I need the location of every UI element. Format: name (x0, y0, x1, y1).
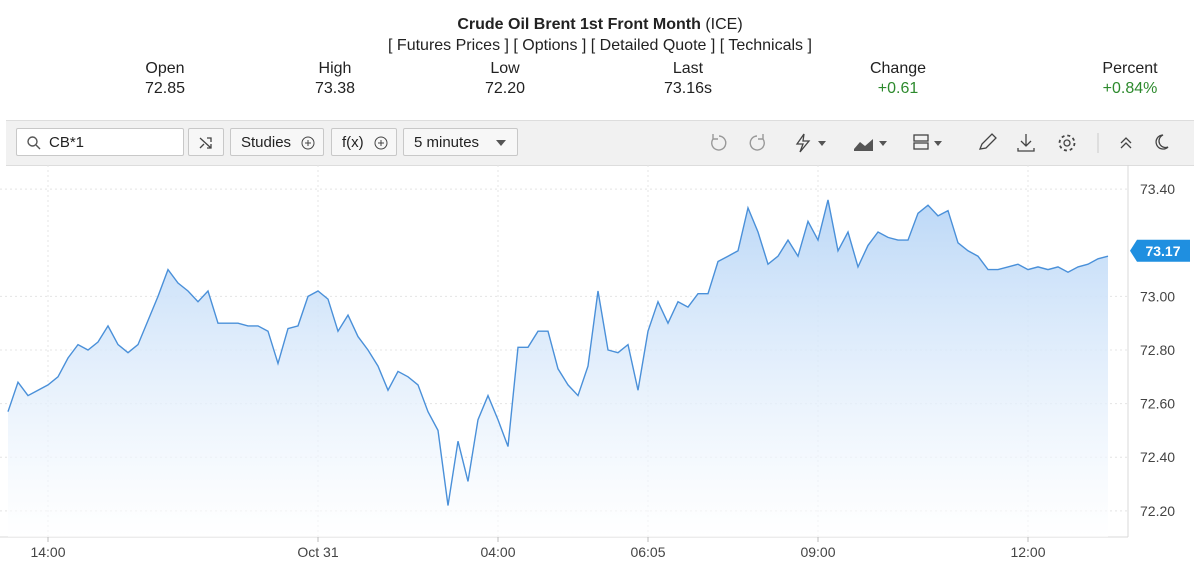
studies: Studies (241, 134, 292, 151)
quote-label: High (318, 60, 352, 77)
quote-label: Percent (1102, 60, 1158, 77)
quote-value: 73.16s (663, 80, 713, 97)
y-tick-label: 72.40 (1140, 449, 1175, 465)
x-tick-label: 09:00 (800, 544, 835, 560)
quote-high: High 73.38 (265, 59, 405, 99)
toolbar: CB*1 Studies f(x) 5 minutes (6, 120, 1194, 166)
quote-label: Last (672, 60, 704, 77)
link[interactable]: [ Futures Prices ] (388, 37, 509, 54)
quote-open: Open 72.85 (95, 59, 235, 99)
quote-last: Last 73.16s (618, 59, 758, 99)
quote-value: 72.85 (144, 80, 186, 97)
interval-button[interactable]: 5 minutes (403, 128, 518, 156)
toolbar-icons[interactable] (706, 131, 1176, 155)
quote-value: +0.84% (1102, 80, 1158, 97)
quote-label: Low (490, 60, 520, 77)
link[interactable]: [ Technicals ] (719, 37, 812, 54)
interval: 5 minutes (414, 134, 480, 151)
last-price-marker (1130, 239, 1190, 262)
plus-icon (301, 136, 315, 150)
title: Crude Oil Brent 1st Front Month (457, 16, 701, 33)
quote-value: +0.61 (877, 80, 919, 97)
symbol: CB*1 (49, 134, 85, 151)
last-price-label: 73.17 (1145, 243, 1180, 259)
area (8, 199, 1108, 537)
links: [ Futures Prices ] [ Options ] [ Detaile… (0, 37, 1200, 55)
price-line (7, 199, 1109, 506)
search-icon (27, 136, 41, 150)
quote-label: Change (869, 60, 927, 77)
y-tick-label: 73.40 (1140, 181, 1175, 197)
quote-change: Change +0.61 (828, 59, 968, 99)
x-tick-label: Oct 31 (297, 544, 338, 560)
shuffle-icon (199, 137, 212, 149)
x-tick-label: 14:00 (30, 544, 65, 560)
y-tick-label: 72.80 (1140, 342, 1175, 358)
link[interactable]: [ Detailed Quote ] (590, 37, 716, 54)
chart: 72.20 72.40 72.60 72.80 73.00 73.40 14:00 Oct 3… (0, 165, 1190, 560)
quote-percent: Percent +0.84% (1060, 59, 1200, 99)
plus-icon (374, 136, 388, 150)
studies-button[interactable]: Studies (230, 128, 324, 156)
quote-value: 72.20 (484, 80, 526, 97)
x-tick-label: 04:00 (480, 544, 515, 560)
exchange: (ICE) (705, 16, 743, 33)
x-tick-label: 06:05 (630, 544, 665, 560)
quote-low: Low 72.20 (435, 59, 575, 99)
fx-button[interactable]: f(x) (331, 128, 397, 156)
fx: f(x) (342, 134, 364, 151)
caret (496, 140, 506, 146)
compare-button[interactable] (188, 128, 224, 156)
quote-value: 73.38 (314, 80, 356, 97)
link[interactable]: [ Options ] (513, 37, 587, 54)
symbol-input[interactable]: CB*1 (16, 128, 184, 156)
quote-label: Open (145, 60, 185, 77)
x-tick-label: 12:00 (1010, 544, 1045, 560)
header-title-row: Crude Oil Brent 1st Front Month (ICE) (0, 16, 1200, 34)
y-tick-label: 72.20 (1140, 503, 1175, 519)
y-tick-label: 72.60 (1140, 396, 1175, 412)
y-tick-label: 73.00 (1140, 288, 1175, 304)
